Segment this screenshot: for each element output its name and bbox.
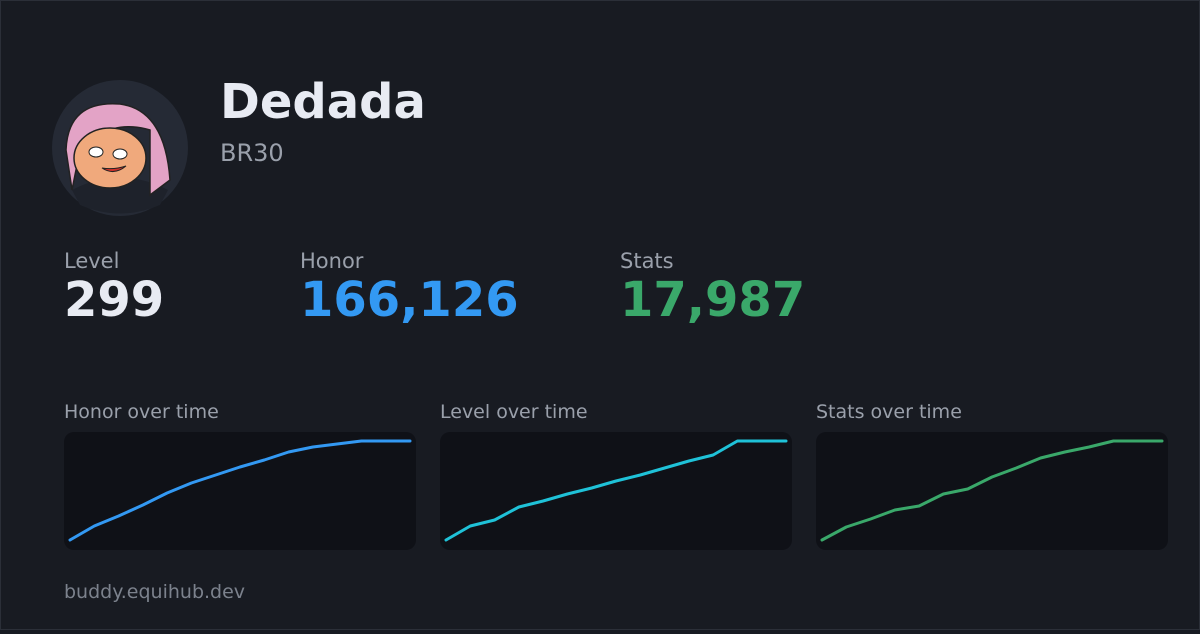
stat-value: 299 (64, 272, 164, 328)
chart-title: Level over time (440, 401, 588, 423)
profile-name: Dedada (220, 74, 426, 130)
sparkline (444, 439, 788, 542)
stat-label: Stats (620, 249, 674, 273)
footer: buddy.equihub.dev (64, 581, 245, 603)
sparkline (68, 439, 412, 542)
stat-value: 17,987 (620, 272, 805, 328)
chart-title: Stats over time (816, 401, 962, 423)
chart-panel (816, 432, 1168, 550)
avatar (52, 80, 188, 216)
chart-title: Honor over time (64, 401, 219, 423)
chart-panel (64, 432, 416, 550)
stat-value: 166,126 (300, 272, 519, 328)
sparkline (820, 439, 1164, 542)
stat-label: Level (64, 249, 119, 273)
profile-tag: BR30 (220, 139, 284, 167)
stat-label: Honor (300, 249, 364, 273)
chart-panel (440, 432, 792, 550)
